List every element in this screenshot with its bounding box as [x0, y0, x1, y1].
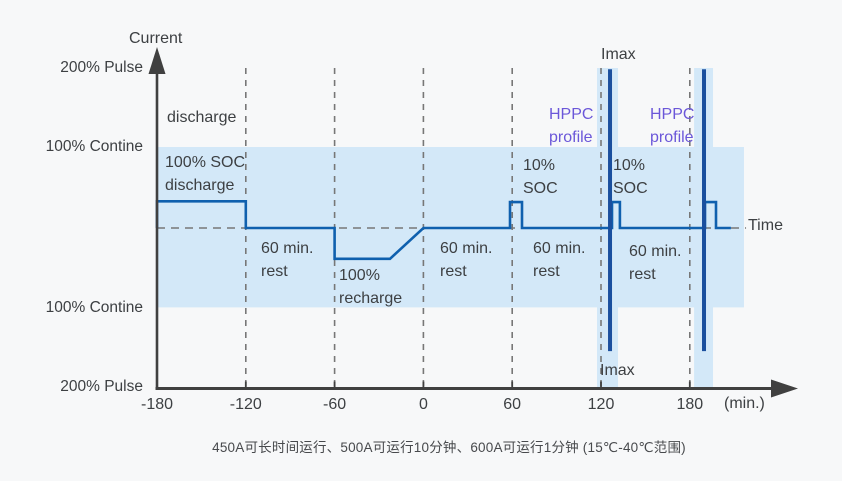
x-axis-tick-label: 180 — [676, 396, 704, 413]
x-axis-tick-label: 60 — [503, 396, 522, 413]
figure-caption: 450A可长时间运行、500A可运行10分钟、600A可运行1分钟 (15℃-4… — [212, 440, 686, 455]
y-axis-label: 200% Pulse — [60, 59, 143, 77]
annotation-rest-2: 60 min. rest — [440, 240, 493, 280]
x-axis-tick-label: -60 — [323, 396, 347, 413]
annotation-soc-100-discharge: 100% SOC discharge — [165, 154, 246, 194]
y-axis-title: Current — [129, 30, 183, 47]
annotation-imax-top: Imax — [601, 46, 636, 63]
annotation-rest-4: 60 min. rest — [629, 243, 682, 283]
x-axis-tick-label: -120 — [229, 396, 262, 413]
annotation-imax-bottom: Imax — [600, 362, 635, 379]
annotation-hppc-profile-2: HPPC profile — [650, 106, 695, 146]
y-axis-label: 100% Contine — [45, 299, 143, 317]
x-axis-tick-label: 0 — [418, 396, 428, 413]
x-axis-unit-label: (min.) — [724, 395, 765, 412]
x-axis-tick-label: -180 — [140, 396, 174, 413]
x-axis-arrowhead-icon — [771, 379, 798, 398]
annotation-recharge-100: 100% recharge — [339, 267, 403, 307]
y-axis-label: 200% Pulse — [60, 377, 143, 395]
y-axis-arrowhead-icon — [148, 47, 166, 74]
annotation-discharge-note: discharge — [167, 109, 237, 126]
annotation-hppc-profile-1: HPPC profile — [549, 106, 594, 146]
annotation-rest-3: 60 min. rest — [533, 240, 586, 280]
x-axis-tick-label: 120 — [587, 396, 615, 413]
time-axis-label: Time — [748, 217, 783, 234]
annotation-rest-1: 60 min. rest — [261, 240, 314, 280]
annotation-soc-10-second: 10% SOC — [613, 157, 648, 197]
annotation-soc-10-first: 10% SOC — [523, 157, 558, 197]
y-axis-label: 100% Contine — [45, 138, 143, 155]
